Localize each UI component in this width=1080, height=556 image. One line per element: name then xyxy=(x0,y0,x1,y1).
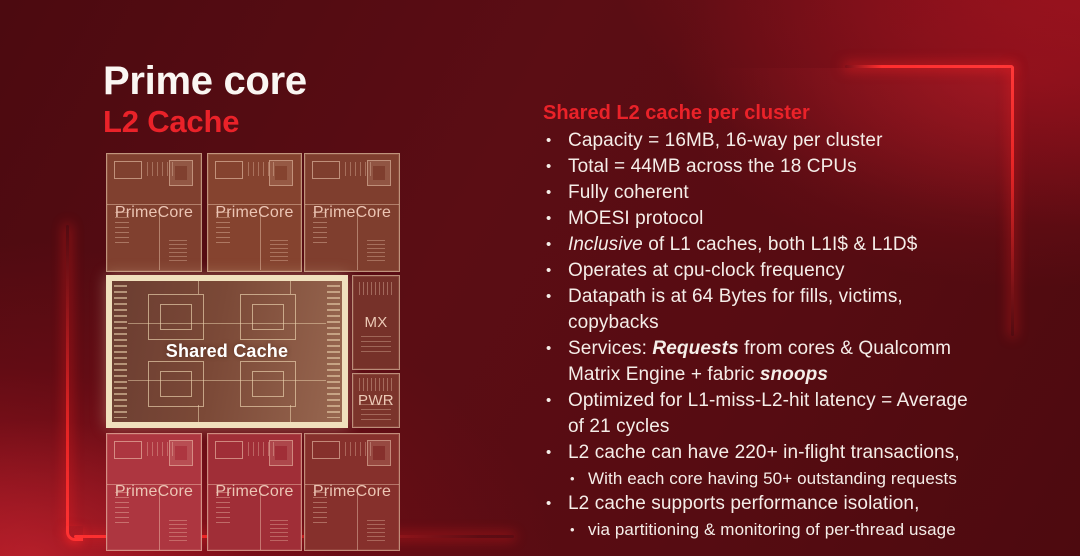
cache-bus-line xyxy=(128,380,326,381)
pwr-block: PWR xyxy=(352,373,400,428)
bottom-left-frame-corner xyxy=(66,526,83,541)
bullet-marker: • xyxy=(546,262,552,279)
prime-core-block: Prime Core xyxy=(106,153,202,272)
shared-cache-block: Shared Cache xyxy=(106,275,348,428)
cache-pin-comb-right xyxy=(327,285,340,418)
bullet-item: • Optimized for L1-miss-L2-hit latency = … xyxy=(543,388,1015,440)
bullet-item: • Operates at cpu-clock frequency xyxy=(543,258,1015,284)
prime-core-label: Prime Core xyxy=(114,483,194,500)
bullet-text: With each core having 50+ outstanding re… xyxy=(588,469,957,488)
bullet-text: via partitioning & monitoring of per-thr… xyxy=(588,520,956,539)
prime-core-block: Prime Core xyxy=(106,433,202,551)
bullet-marker: • xyxy=(570,522,575,537)
bullet-marker: • xyxy=(546,340,552,357)
prime-core-label: Prime Core xyxy=(312,483,392,500)
bullet-text: L2 cache can have 220+ in-flight transac… xyxy=(568,442,960,463)
bullet-marker: • xyxy=(546,392,552,409)
prime-core-block: Prime Core xyxy=(304,153,400,272)
prime-core-label: Prime Core xyxy=(215,483,294,500)
bullet-marker: • xyxy=(546,495,552,512)
bullet-marker: • xyxy=(546,444,552,461)
bullet-marker: • xyxy=(546,288,552,305)
sub-bullet-item: • With each core having 50+ outstanding r… xyxy=(567,466,1015,491)
prime-core-label: Prime Core xyxy=(114,203,194,221)
pwr-label: PWR xyxy=(358,392,394,409)
bullet-item: • MOESI protocol xyxy=(543,206,1015,232)
bullet-marker: • xyxy=(546,184,552,201)
bullet-item: • Fully coherent xyxy=(543,180,1015,206)
bullet-item: • Capacity = 16MB, 16-way per cluster xyxy=(543,128,1015,154)
cache-macro xyxy=(240,361,296,407)
page-subtitle: L2 Cache xyxy=(103,104,240,139)
prime-core-block: Prime Core xyxy=(207,153,302,272)
prime-core-block: Prime Core xyxy=(304,433,400,551)
bullet-list: • Capacity = 16MB, 16-way per cluster • Tot… xyxy=(543,128,1015,542)
bullet-text: Operates at cpu-clock frequency xyxy=(568,260,845,281)
bullet-text: MOESI protocol xyxy=(568,208,704,229)
bullet-text: Datapath is at 64 Bytes for fills, victi… xyxy=(568,286,903,333)
title-block: Prime core L2 Cache xyxy=(103,58,307,140)
bullet-text: Inclusive of L1 caches, both L1I$ & L1D$ xyxy=(568,234,918,255)
bullet-text: Total = 44MB across the 18 CPUs xyxy=(568,156,857,177)
cache-stub xyxy=(290,281,291,294)
shared-cache-label: Shared Cache xyxy=(165,341,289,361)
bullet-item: • Total = 44MB across the 18 CPUs xyxy=(543,154,1015,180)
bullet-item: • Services: Requests from cores & Qualcom… xyxy=(543,336,1015,388)
bullet-marker: • xyxy=(570,471,575,486)
cache-stub xyxy=(198,281,199,294)
cache-bus-line xyxy=(128,323,326,324)
bullet-text: Fully coherent xyxy=(568,182,689,203)
cache-pin-comb-left xyxy=(114,285,127,418)
bullet-item: • Inclusive of L1 caches, both L1I$ & L1D… xyxy=(543,232,1015,258)
page-title: Prime core xyxy=(103,59,307,103)
chip-floorplan-diagram: Prime Core Prime Core Prime Core Shared Cac… xyxy=(106,153,400,551)
prime-core-label: Prime Core xyxy=(215,203,294,221)
mx-block: MX xyxy=(352,275,400,370)
bullet-marker: • xyxy=(546,132,552,149)
prime-core-block: Prime Core xyxy=(207,433,302,551)
cache-stub xyxy=(290,405,291,422)
panel-heading: Shared L2 cache per cluster xyxy=(543,102,810,124)
bullet-item: • L2 cache can have 220+ in-flight transa… xyxy=(543,440,1015,466)
sub-bullet-item: • via partitioning & monitoring of per-th… xyxy=(567,517,1015,542)
cache-macro xyxy=(240,294,296,340)
top-right-frame-line-horizontal xyxy=(845,65,1013,68)
bullet-marker: • xyxy=(546,210,552,227)
bullet-text: Services: Requests from cores & Qualcomm… xyxy=(568,338,952,385)
bullet-marker: • xyxy=(546,158,552,175)
mx-label: MX xyxy=(364,314,388,331)
prime-core-label: Prime Core xyxy=(312,203,392,221)
bullet-text: Optimized for L1-miss-L2-hit latency = A… xyxy=(568,390,968,437)
cache-macro xyxy=(148,361,204,407)
bullet-item: • Datapath is at 64 Bytes for fills, vict… xyxy=(543,284,1015,336)
bullet-marker: • xyxy=(546,236,552,253)
bottom-left-frame-line-vertical xyxy=(66,225,69,528)
bullet-text: Capacity = 16MB, 16-way per cluster xyxy=(568,130,883,151)
l2-cache-details-panel: Shared L2 cache per cluster • Capacity = … xyxy=(543,101,1015,542)
bullet-item: • L2 cache supports performance isolation… xyxy=(543,491,1015,517)
cache-macro xyxy=(148,294,204,340)
bullet-text: L2 cache supports performance isolation, xyxy=(568,493,920,514)
cache-stub xyxy=(198,405,199,422)
